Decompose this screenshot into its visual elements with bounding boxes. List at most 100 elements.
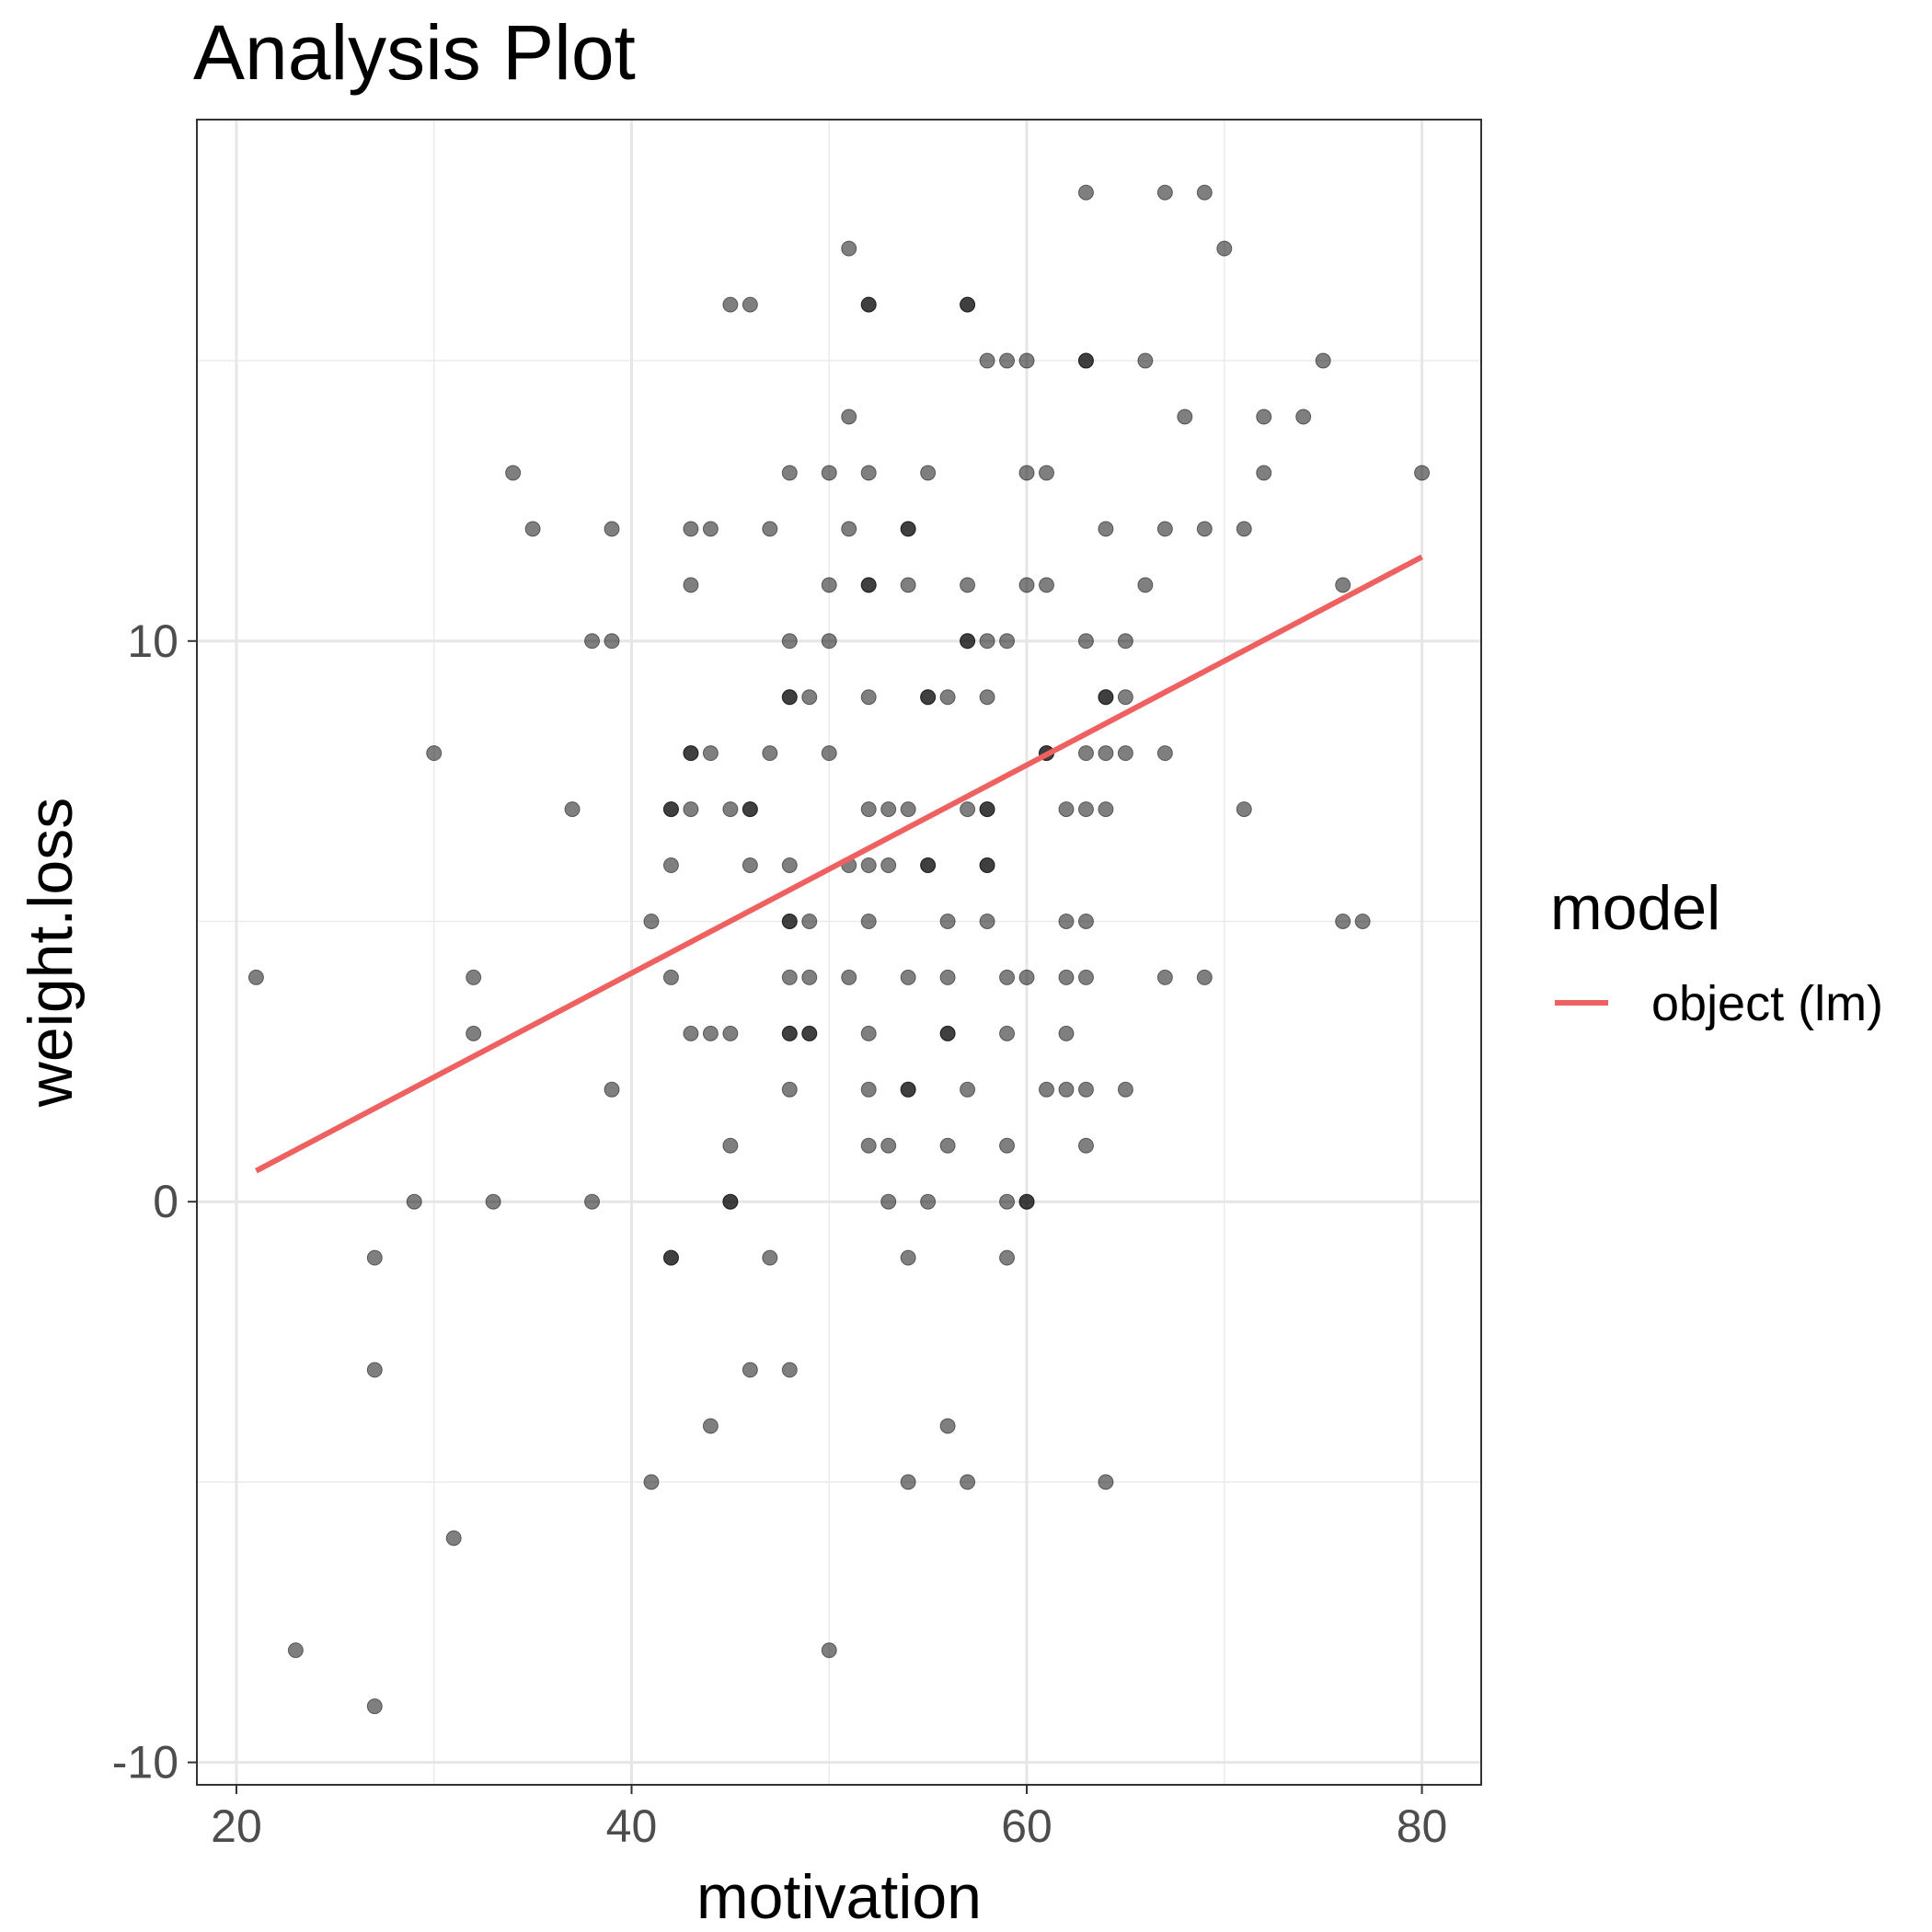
data-point: [960, 1081, 976, 1098]
data-point: [662, 1249, 679, 1266]
x-axis-title: motivation: [696, 1862, 982, 1932]
data-point: [920, 465, 937, 481]
data-point: [900, 577, 916, 593]
data-point: [821, 1642, 837, 1659]
data-point: [604, 521, 620, 537]
data-point: [801, 1025, 818, 1041]
legend-title: model: [1550, 873, 1720, 943]
data-point: [1236, 801, 1252, 818]
data-point: [1256, 408, 1272, 425]
data-point: [1256, 465, 1272, 481]
data-point: [683, 745, 699, 762]
data-point: [860, 1081, 877, 1098]
data-point: [939, 1418, 956, 1434]
data-point: [781, 465, 798, 481]
data-point: [662, 969, 679, 985]
data-point: [426, 745, 443, 762]
x-tick-label: 20: [211, 1800, 262, 1852]
data-point: [722, 1025, 739, 1041]
data-point: [960, 801, 976, 818]
data-point: [762, 1249, 778, 1266]
data-point: [1058, 1025, 1075, 1041]
data-point: [643, 913, 660, 929]
data-point: [920, 857, 937, 874]
data-point: [821, 633, 837, 650]
data-point: [880, 801, 897, 818]
data-point: [1077, 633, 1094, 650]
data-point: [999, 1249, 1016, 1266]
data-point: [662, 801, 679, 818]
data-point: [860, 801, 877, 818]
data-point: [781, 1025, 798, 1041]
data-point: [920, 1193, 937, 1210]
chart-title: Analysis Plot: [193, 9, 636, 96]
data-point: [979, 801, 995, 818]
data-point: [999, 633, 1016, 650]
data-point: [841, 521, 857, 537]
data-point: [1156, 745, 1173, 762]
data-point: [1117, 745, 1133, 762]
data-point: [1077, 913, 1094, 929]
y-axis-title: weight.loss: [16, 798, 86, 1108]
data-point: [1295, 408, 1312, 425]
data-point: [662, 857, 679, 874]
data-point: [920, 689, 937, 706]
data-point: [960, 577, 976, 593]
data-point: [821, 577, 837, 593]
data-point: [1018, 969, 1035, 985]
plot-panel: [197, 120, 1481, 1785]
y-tick-label: 10: [127, 615, 178, 667]
data-point: [722, 1137, 739, 1154]
data-point: [781, 913, 798, 929]
data-point: [1117, 1081, 1133, 1098]
plot-panel-border: [196, 119, 1482, 1786]
regression-line: [255, 554, 1423, 1174]
data-point: [1018, 577, 1035, 593]
data-point: [584, 633, 601, 650]
data-point: [1018, 465, 1035, 481]
data-point: [860, 913, 877, 929]
data-point: [1098, 1474, 1114, 1490]
y-tick-label: -10: [112, 1737, 178, 1788]
data-point: [564, 801, 581, 818]
data-point: [801, 689, 818, 706]
x-axis-ticks: 20 40 60 80: [211, 1785, 1447, 1852]
data-point: [1077, 1137, 1094, 1154]
data-point: [821, 465, 837, 481]
data-point: [939, 1025, 956, 1041]
data-point: [1156, 521, 1173, 537]
data-point: [860, 296, 877, 313]
data-point: [841, 240, 857, 257]
data-point: [1058, 969, 1075, 985]
data-point: [1216, 240, 1233, 257]
data-point: [287, 1642, 304, 1659]
data-point: [1354, 913, 1371, 929]
data-point: [860, 465, 877, 481]
data-point: [781, 857, 798, 874]
data-point: [683, 521, 699, 537]
minor-gridlines: [197, 120, 1481, 1785]
data-point: [1018, 352, 1035, 369]
x-tick-label: 80: [1397, 1800, 1448, 1852]
data-point: [999, 1137, 1016, 1154]
data-point: [643, 1474, 660, 1490]
data-point: [742, 801, 758, 818]
data-point: [366, 1362, 383, 1378]
data-point: [860, 1137, 877, 1154]
data-point: [841, 408, 857, 425]
data-point: [1098, 521, 1114, 537]
data-point: [999, 352, 1016, 369]
data-point: [999, 969, 1016, 985]
data-point: [1117, 633, 1133, 650]
data-point: [939, 1137, 956, 1154]
data-point: [466, 1025, 482, 1041]
data-point: [1236, 521, 1252, 537]
data-point: [939, 913, 956, 929]
data-point: [1196, 969, 1213, 985]
data-point: [702, 521, 719, 537]
legend-label: object (lm): [1651, 976, 1883, 1031]
data-point: [979, 689, 995, 706]
data-point: [1098, 801, 1114, 818]
data-point: [584, 1193, 601, 1210]
data-point: [1156, 184, 1173, 201]
